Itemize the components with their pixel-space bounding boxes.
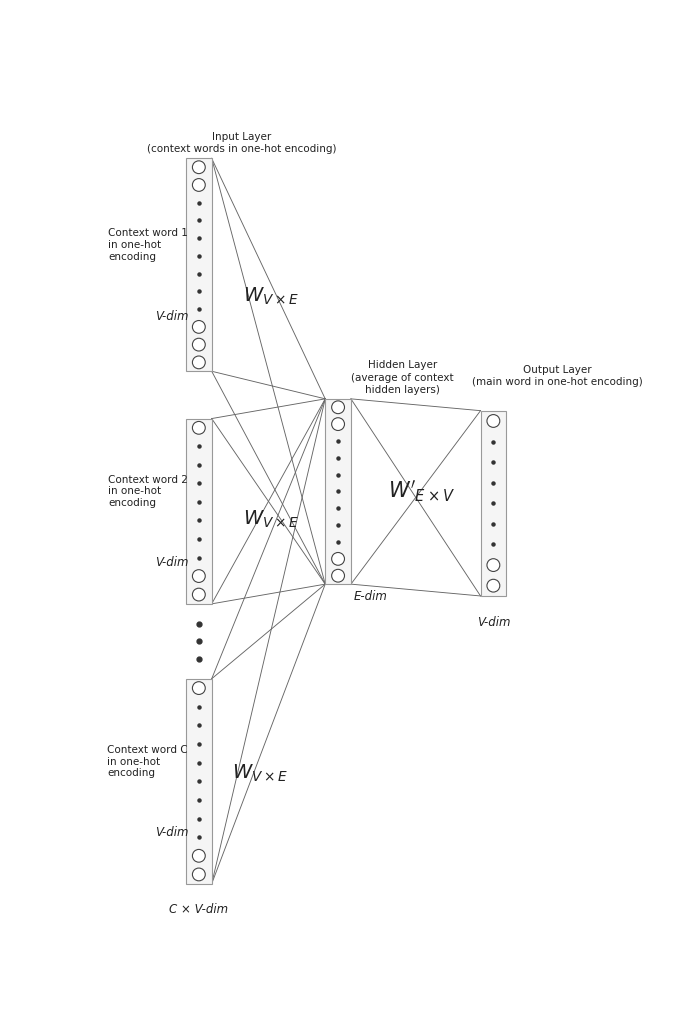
Ellipse shape — [192, 321, 205, 333]
Ellipse shape — [332, 553, 345, 565]
Bar — [186, 419, 211, 604]
Text: V-dim: V-dim — [155, 556, 188, 569]
Text: $W_{V\times E}$: $W_{V\times E}$ — [243, 509, 299, 529]
Ellipse shape — [192, 569, 205, 583]
Text: $W_{V\times E}$: $W_{V\times E}$ — [243, 286, 299, 307]
Text: Output Layer
(main word in one-hot encoding): Output Layer (main word in one-hot encod… — [472, 365, 643, 387]
Text: C × V-dim: C × V-dim — [169, 903, 229, 916]
Text: V-dim: V-dim — [477, 615, 510, 629]
Ellipse shape — [487, 415, 500, 427]
Ellipse shape — [192, 338, 205, 351]
Text: Context word 1
in one-hot
encoding: Context word 1 in one-hot encoding — [108, 228, 188, 262]
Text: V-dim: V-dim — [155, 826, 188, 839]
Text: $W'_{E\times V}$: $W'_{E\times V}$ — [388, 478, 455, 504]
Text: E-dim: E-dim — [354, 591, 388, 603]
Ellipse shape — [192, 588, 205, 601]
Ellipse shape — [487, 559, 500, 571]
Bar — [186, 679, 211, 884]
Bar — [480, 411, 507, 596]
Ellipse shape — [332, 400, 345, 414]
Bar — [325, 398, 351, 584]
Ellipse shape — [487, 580, 500, 592]
Text: Context word C
in one-hot
encoding: Context word C in one-hot encoding — [108, 744, 188, 778]
Bar — [186, 159, 211, 372]
Text: Input Layer
(context words in one-hot encoding): Input Layer (context words in one-hot en… — [147, 132, 337, 155]
Ellipse shape — [192, 422, 205, 434]
Ellipse shape — [332, 418, 345, 430]
Ellipse shape — [192, 356, 205, 369]
Ellipse shape — [192, 178, 205, 191]
Text: Context word 2
in one-hot
encoding: Context word 2 in one-hot encoding — [108, 475, 188, 508]
Text: V-dim: V-dim — [155, 309, 188, 323]
Text: $W_{V\times E}$: $W_{V\times E}$ — [232, 763, 288, 784]
Ellipse shape — [192, 161, 205, 174]
Text: Hidden Layer
(average of context
hidden layers): Hidden Layer (average of context hidden … — [352, 360, 454, 395]
Ellipse shape — [332, 569, 345, 582]
Ellipse shape — [192, 868, 205, 881]
Ellipse shape — [192, 850, 205, 862]
Ellipse shape — [192, 682, 205, 694]
